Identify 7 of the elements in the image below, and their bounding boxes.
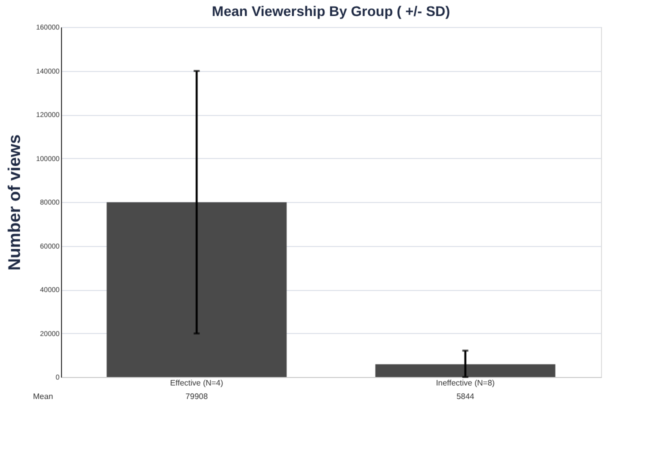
data-label: 79908 bbox=[186, 392, 208, 401]
chart-title: Mean Viewership By Group ( +/- SD) bbox=[212, 3, 450, 19]
x-tick-label: Effective (N=4) bbox=[170, 378, 224, 388]
text: Mean bbox=[33, 392, 54, 401]
data-label: 5844 bbox=[456, 392, 475, 401]
x-tick-label: Ineffective (N=8) bbox=[436, 378, 496, 388]
y-axis-title: Number of views bbox=[5, 134, 24, 271]
